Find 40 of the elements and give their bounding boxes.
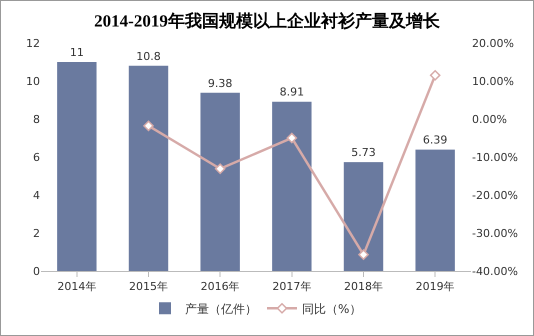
y-tick-label: 12 bbox=[26, 36, 40, 50]
point bbox=[143, 120, 154, 132]
y-tick-label: 10 bbox=[26, 74, 40, 88]
legend-label: 产量（亿件） bbox=[185, 302, 257, 316]
x-tick-label: 2018年 bbox=[344, 280, 383, 294]
data-label: 8.91 bbox=[280, 86, 304, 99]
x-tick-label: 2019年 bbox=[416, 280, 455, 294]
data-label: 6.39 bbox=[422, 134, 448, 147]
y2-tick-label: -20.00% bbox=[472, 188, 518, 202]
y2-tick-label: -10.00% bbox=[472, 150, 518, 164]
bar bbox=[344, 162, 384, 271]
bar bbox=[415, 150, 455, 271]
legend-label: 同比（%） bbox=[302, 302, 362, 316]
data-label: 11 bbox=[70, 46, 84, 59]
x-tick-label: 2016年 bbox=[200, 280, 240, 294]
point bbox=[286, 132, 298, 144]
x-tick-label: 2017年 bbox=[272, 280, 312, 294]
y2-tick-label: 20.00% bbox=[472, 36, 514, 50]
y-tick-label: 2 bbox=[33, 226, 40, 240]
bar bbox=[200, 92, 240, 271]
data-label: 9.38 bbox=[208, 76, 232, 90]
data-label: 5.73 bbox=[351, 146, 376, 160]
point bbox=[214, 163, 226, 174]
bar bbox=[128, 66, 168, 271]
y2-tick-label: -40.00% bbox=[472, 264, 518, 278]
y2-tick-label: 0.00% bbox=[472, 112, 507, 126]
chart-title: 2014-2019年我国规模以上企业衬衫产量及增长 bbox=[94, 11, 441, 30]
x-tick-label: 2014年 bbox=[57, 280, 96, 294]
x-tick-label: 2015年 bbox=[129, 280, 168, 294]
y2-tick-label: -30.00% bbox=[472, 226, 518, 240]
point bbox=[358, 249, 369, 260]
bar bbox=[272, 102, 312, 271]
y-tick-label: 8 bbox=[33, 112, 40, 126]
bar bbox=[57, 62, 97, 271]
y2-tick-label: 10.00% bbox=[472, 74, 514, 88]
y-tick-label: 0 bbox=[33, 264, 40, 278]
point bbox=[430, 70, 440, 81]
y-tick-label: 6 bbox=[33, 150, 40, 164]
y-tick-label: 4 bbox=[33, 188, 40, 202]
data-label: 10.8 bbox=[136, 50, 161, 63]
